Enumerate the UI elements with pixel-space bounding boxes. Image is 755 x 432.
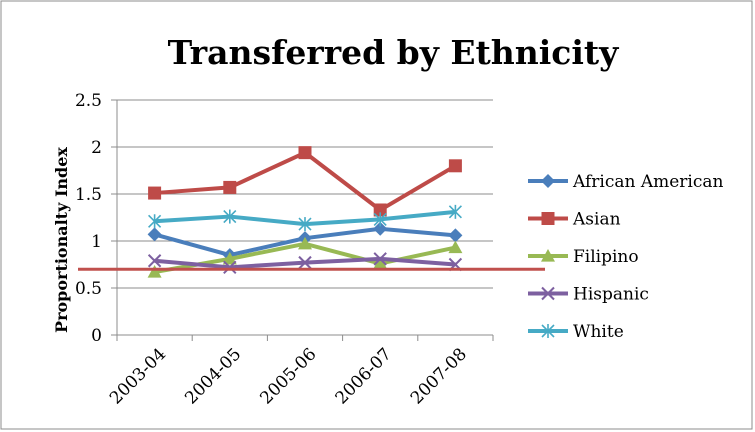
y-tick-label: 1.5 bbox=[75, 185, 102, 205]
y-tick-label: 0 bbox=[91, 326, 102, 346]
data-point bbox=[448, 228, 463, 243]
data-point bbox=[223, 180, 237, 194]
legend-marker bbox=[541, 249, 555, 262]
data-point bbox=[148, 186, 162, 200]
y-tick-label: 2.5 bbox=[75, 91, 102, 111]
legend-label: Asian bbox=[572, 210, 621, 230]
data-point bbox=[223, 209, 237, 224]
data-point bbox=[147, 265, 162, 278]
y-tick-label: 1 bbox=[91, 232, 102, 252]
data-point bbox=[373, 252, 387, 266]
data-point bbox=[147, 227, 162, 242]
y-tick-label: 0.5 bbox=[75, 279, 102, 299]
chart-title: Transferred by Ethnicity bbox=[168, 33, 620, 72]
legend-marker bbox=[541, 324, 555, 338]
data-point bbox=[448, 159, 462, 173]
data-point bbox=[448, 240, 463, 254]
data-point bbox=[373, 203, 387, 217]
data-point bbox=[448, 204, 462, 219]
data-point bbox=[298, 236, 312, 250]
legend-label: Hispanic bbox=[573, 285, 649, 305]
data-point bbox=[222, 251, 237, 265]
y-tick-label: 2 bbox=[91, 138, 102, 158]
data-point bbox=[147, 254, 162, 268]
legend-label: Filipino bbox=[573, 247, 639, 267]
data-point bbox=[373, 212, 387, 227]
data-point bbox=[373, 221, 388, 236]
legend-marker bbox=[541, 212, 555, 225]
legend-marker bbox=[541, 286, 555, 301]
legend-label: White bbox=[573, 322, 624, 342]
data-point bbox=[223, 260, 237, 275]
data-point bbox=[298, 255, 312, 270]
legend-marker bbox=[541, 174, 555, 188]
data-point bbox=[298, 217, 312, 232]
data-point bbox=[373, 256, 388, 270]
data-point bbox=[148, 214, 162, 229]
legend-label: African American bbox=[572, 172, 724, 192]
data-point bbox=[298, 146, 312, 160]
y-axis-label: Proportionalty Index bbox=[52, 147, 71, 333]
